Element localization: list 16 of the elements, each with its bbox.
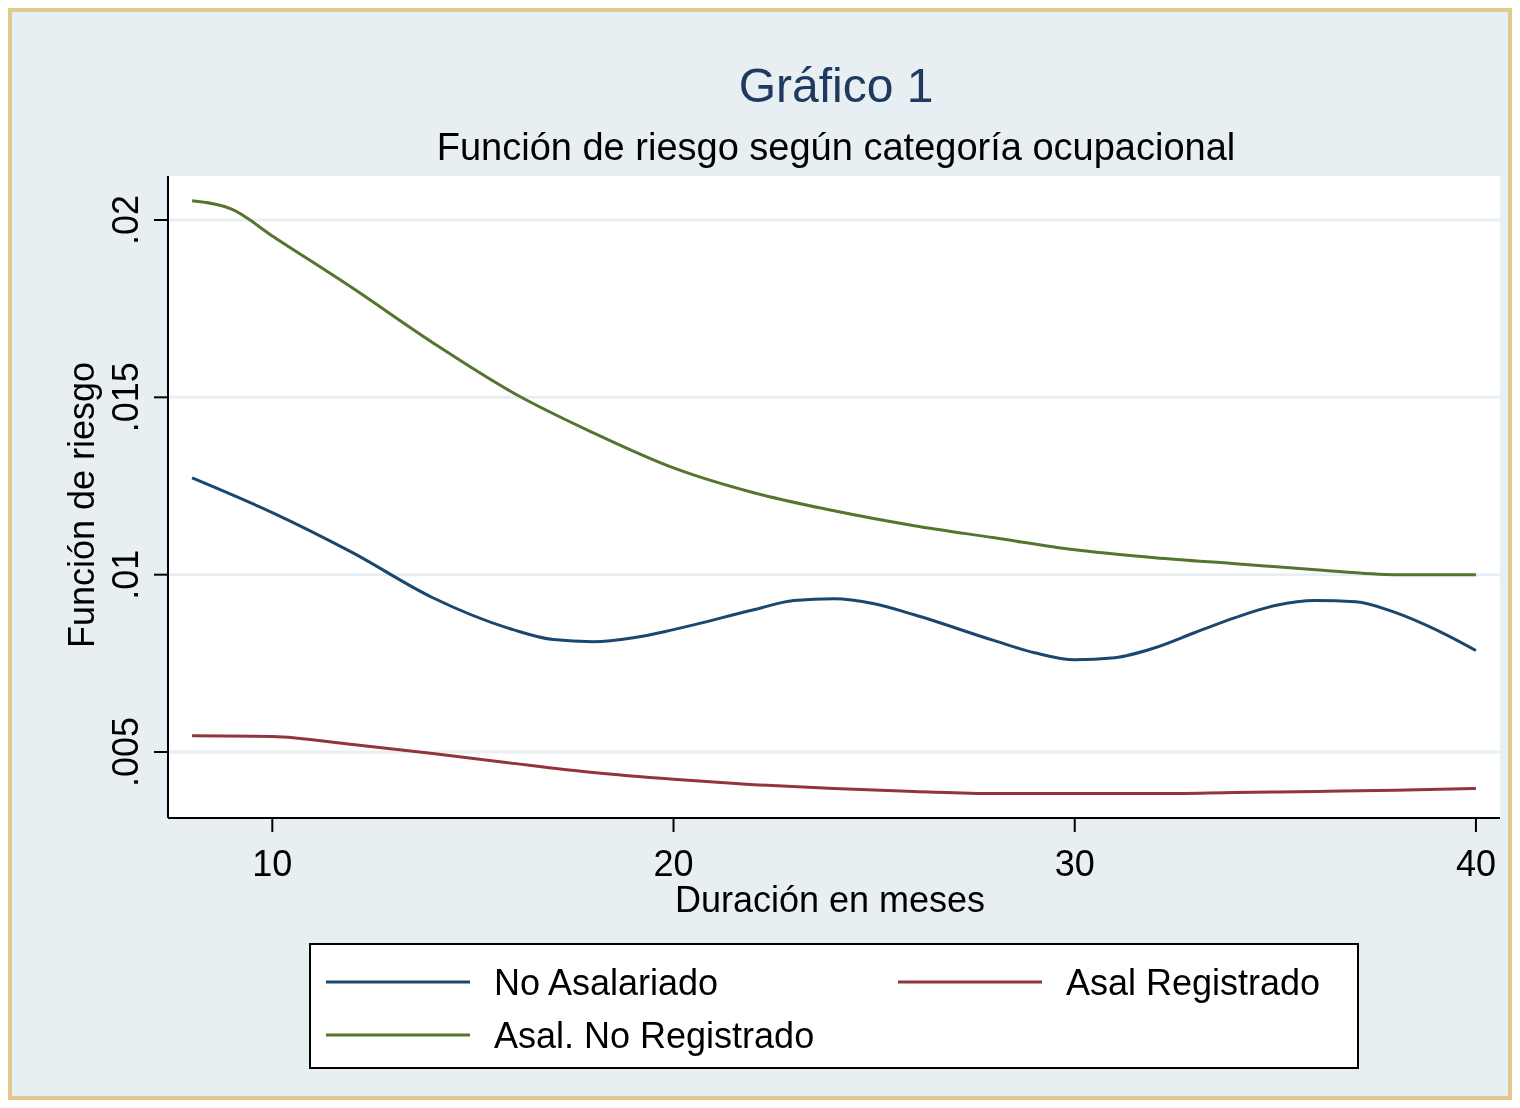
y-tick-label: .01 <box>105 549 146 600</box>
line-series <box>190 476 1478 662</box>
line-series <box>190 199 1478 577</box>
y-tick-label: .015 <box>105 362 146 433</box>
legend-label: Asal. No Registrado <box>494 1015 815 1056</box>
line-series <box>190 734 1478 796</box>
y-tick-label: .02 <box>105 194 146 246</box>
x-tick-label: 10 <box>252 843 293 884</box>
x-tick-label: 40 <box>1455 843 1496 884</box>
legend-label: No Asalariado <box>494 962 719 1003</box>
legend-label: Asal Registrado <box>1066 962 1321 1003</box>
x-tick-label: 30 <box>1054 843 1095 884</box>
chart-subtitle: Función de riesgo según categoría ocupacional <box>436 126 1236 168</box>
y-tick-label: .005 <box>105 716 146 788</box>
y-axis-title: Función de riesgo <box>61 361 102 649</box>
chart-title: Gráfico 1 <box>738 59 934 112</box>
